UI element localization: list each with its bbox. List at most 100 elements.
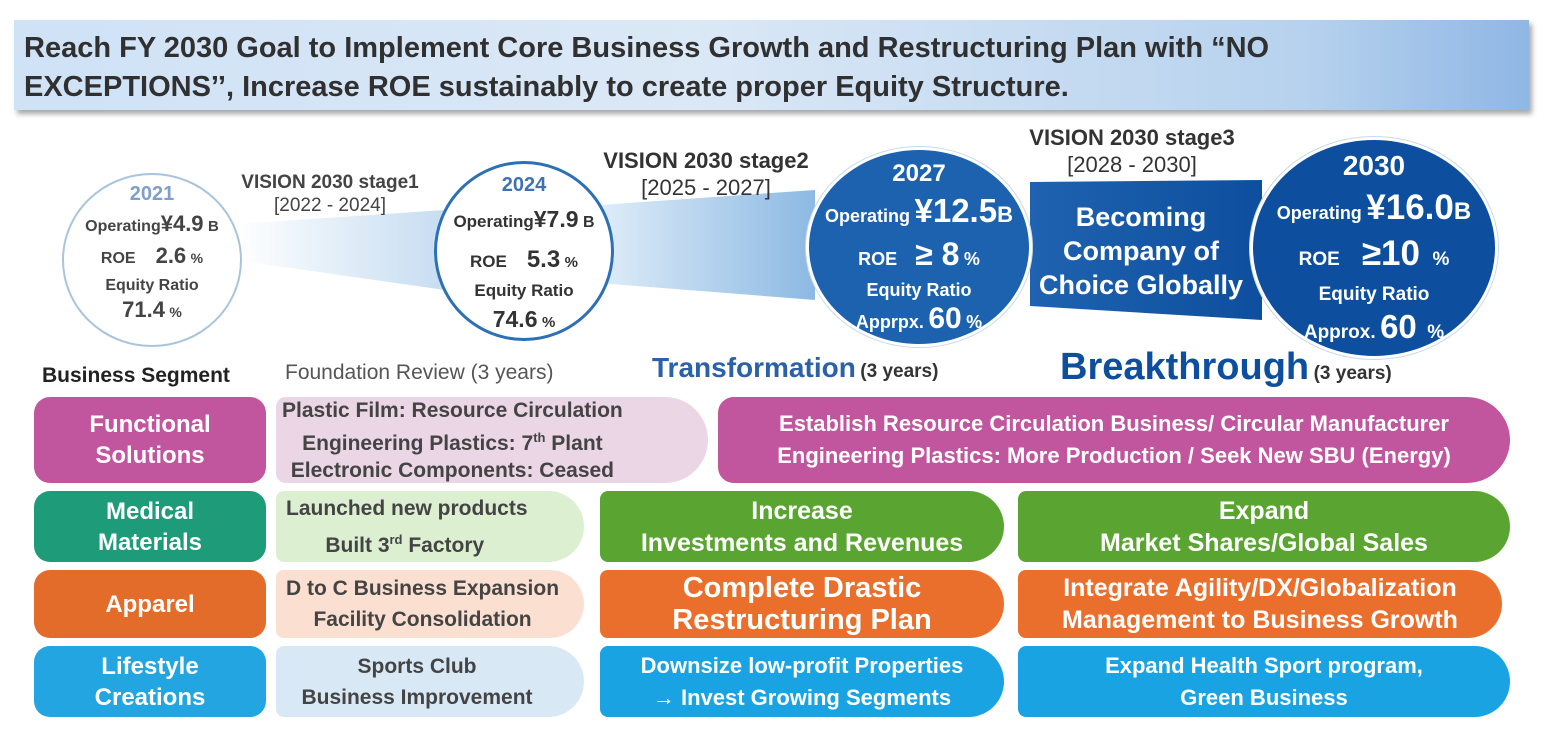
roe-label: ROE (469, 252, 507, 271)
equity-label: Equity Ratio (105, 277, 199, 294)
stage1-period: [2022 - 2024] (274, 195, 386, 216)
stage3-title: VISION 2030 stage3 (1029, 125, 1235, 150)
operating-unit: B (997, 202, 1013, 227)
growth-band-graphic (235, 180, 1262, 320)
equity-label: Equity Ratio (1318, 284, 1430, 305)
operating-label: Operating (453, 212, 534, 231)
equity-value: 60 (928, 302, 962, 335)
equity-value: 74.6 (492, 306, 538, 332)
foundation-text: Built 3 (325, 533, 390, 557)
equity-value: 71.4 (122, 297, 165, 322)
breakthrough-title: Breakthrough (1060, 346, 1310, 388)
foundation-line: D to C Business Expansion (286, 577, 560, 600)
foundation-line: Plastic Film: Resource Circulation (282, 398, 623, 422)
roe-value: 2.6 (155, 243, 187, 268)
foundation-text: Plant (545, 431, 603, 455)
segment-name-line: Functional (89, 411, 211, 438)
stage2-period: [2025 - 2027] (641, 175, 771, 200)
becoming-line-3: Choice Globally (1038, 270, 1244, 300)
title-banner (14, 20, 1529, 110)
operating-label: Operating (1276, 203, 1362, 223)
year-2030: 2030 (1342, 150, 1406, 181)
stage1-title: VISION 2030 stage1 (241, 172, 419, 193)
transformation-title: Transformation (652, 352, 856, 383)
roe-unit: % (1432, 249, 1450, 270)
transformation-header: Transformation (3 years) (652, 352, 938, 384)
foundation-text: Engineering Plastics: 7 (302, 431, 534, 455)
banner-line-2: EXCEPTIONS’’, Increase ROE sustainably t… (24, 71, 1069, 103)
future-line: Establish Resource Circulation Business/… (779, 411, 1449, 436)
equity-unit: % (169, 304, 182, 320)
transformation-line: → Invest Growing Segments (652, 684, 952, 710)
year-2021: 2021 (129, 183, 175, 205)
medical-breakthrough: Expand Market Shares/Global Sales (1018, 491, 1510, 562)
transformation-line: Complete Drastic (682, 572, 922, 604)
roe-row-2027: ROE ≥ 8 % (809, 236, 1029, 273)
segment-name-line: Solutions (95, 442, 205, 469)
roe-unit: % (564, 254, 578, 271)
roe-unit: % (963, 249, 980, 269)
lifestyle-breakthrough: Expand Health Sport program, Green Busine… (1018, 646, 1510, 717)
year-2027: 2027 (892, 160, 946, 187)
segment-name-line: Apparel (105, 590, 195, 618)
segment-name-line: Materials (97, 528, 203, 556)
roe-row-2021: ROE 2.6 % (64, 243, 240, 269)
operating-value: ¥12.5 (914, 192, 998, 229)
roe-label: ROE (858, 249, 898, 269)
equity-label: Equity Ratio (866, 280, 972, 300)
roe-unit: % (190, 250, 204, 266)
lifestyle-transformation: Downsize low-profit Properties → Invest G… (600, 646, 1004, 717)
foundation-line: Engineering Plastics: 7th Plant (282, 424, 623, 457)
operating-row-2030: Operating ¥16.0B (1253, 188, 1495, 228)
roe-row-2024: ROE 5.3 % (437, 246, 611, 274)
breakthrough-years: (3 years) (1313, 363, 1392, 384)
apparel-breakthrough: Integrate Agility/DX/Globalization Manage… (1018, 570, 1502, 638)
transformation-line: Restructuring Plan (672, 604, 932, 636)
transformation-line: Downsize low-profit Properties (640, 652, 964, 678)
segment-name-line: Medical (105, 497, 195, 525)
breakthrough-header: Breakthrough (3 years) (1060, 346, 1392, 389)
operating-label: Operating (825, 206, 911, 226)
apparel-foundation-review: D to C Business Expansion Facility Conso… (276, 570, 584, 638)
equity-row-2021: 71.4 % (64, 297, 240, 323)
lifestyle-foundation-review: Sports Club Business Improvement (276, 646, 584, 717)
stage3-period: [2028 - 2030] (1067, 152, 1197, 177)
roe-label: ROE (100, 250, 136, 267)
stage2-title: VISION 2030 stage2 (603, 148, 809, 173)
roe-value: 5.3 (526, 246, 561, 273)
medical-transformation: Increase Investments and Revenues (600, 491, 1004, 562)
equity-row-2024: 74.6 % (437, 306, 611, 333)
medical-foundation-review: Launched new products Built 3rd Factory (276, 491, 584, 562)
becoming-line-1: Becoming (1075, 202, 1207, 232)
operating-row-2021: Operating¥4.9 B (64, 211, 240, 237)
functional-foundation-review: Plastic Film: Resource Circulation Engin… (276, 397, 708, 483)
equity-prefix: Approx. (1303, 322, 1376, 343)
roe-value: ≥ 8 (915, 236, 960, 272)
segment-lifestyle-creations: Lifestyle Creations (34, 646, 266, 717)
segment-medical-materials: Medical Materials (34, 491, 266, 562)
transformation-line: Investments and Revenues (640, 528, 964, 557)
foundation-line: Sports Club (357, 654, 477, 678)
foundation-line: Built 3rd Factory (282, 524, 528, 561)
roe-value: ≥10 (1361, 234, 1420, 273)
breakthrough-line: Green Business (1180, 684, 1348, 710)
operating-row-2024: Operating¥7.9 B (437, 206, 611, 233)
breakthrough-line: Expand Health Sport program, (1105, 652, 1423, 678)
stage2-label: VISION 2030 stage2 [2025 - 2027] (588, 147, 824, 201)
becoming-line-2: Company of (1062, 236, 1219, 266)
stage2-band (585, 190, 815, 300)
foundation-line: Launched new products (286, 496, 528, 520)
operating-label: Operating (85, 218, 161, 235)
ordinal-suffix: rd (389, 531, 403, 547)
foundation-review-header: Foundation Review (3 years) (285, 361, 554, 384)
operating-row-2027: Operating ¥12.5B (809, 192, 1029, 230)
milestone-2027-circle: 2027 Operating ¥12.5B ROE ≥ 8 % Equity Ra… (806, 147, 1032, 347)
equity-prefix: Apprpx. (855, 312, 924, 332)
equity-row-2030: Approx. 60 % (1253, 308, 1495, 346)
breakthrough-line: Market Shares/Global Sales (1100, 528, 1428, 557)
breakthrough-line: Integrate Agility/DX/Globalization (1063, 574, 1457, 602)
functional-future-plan: Establish Resource Circulation Business/… (718, 397, 1510, 483)
operating-value: ¥7.9 (533, 206, 579, 232)
foundation-line: Electronic Components: Ceased (290, 458, 614, 482)
equity-row-2027: Apprpx. 60 % (809, 302, 1029, 336)
